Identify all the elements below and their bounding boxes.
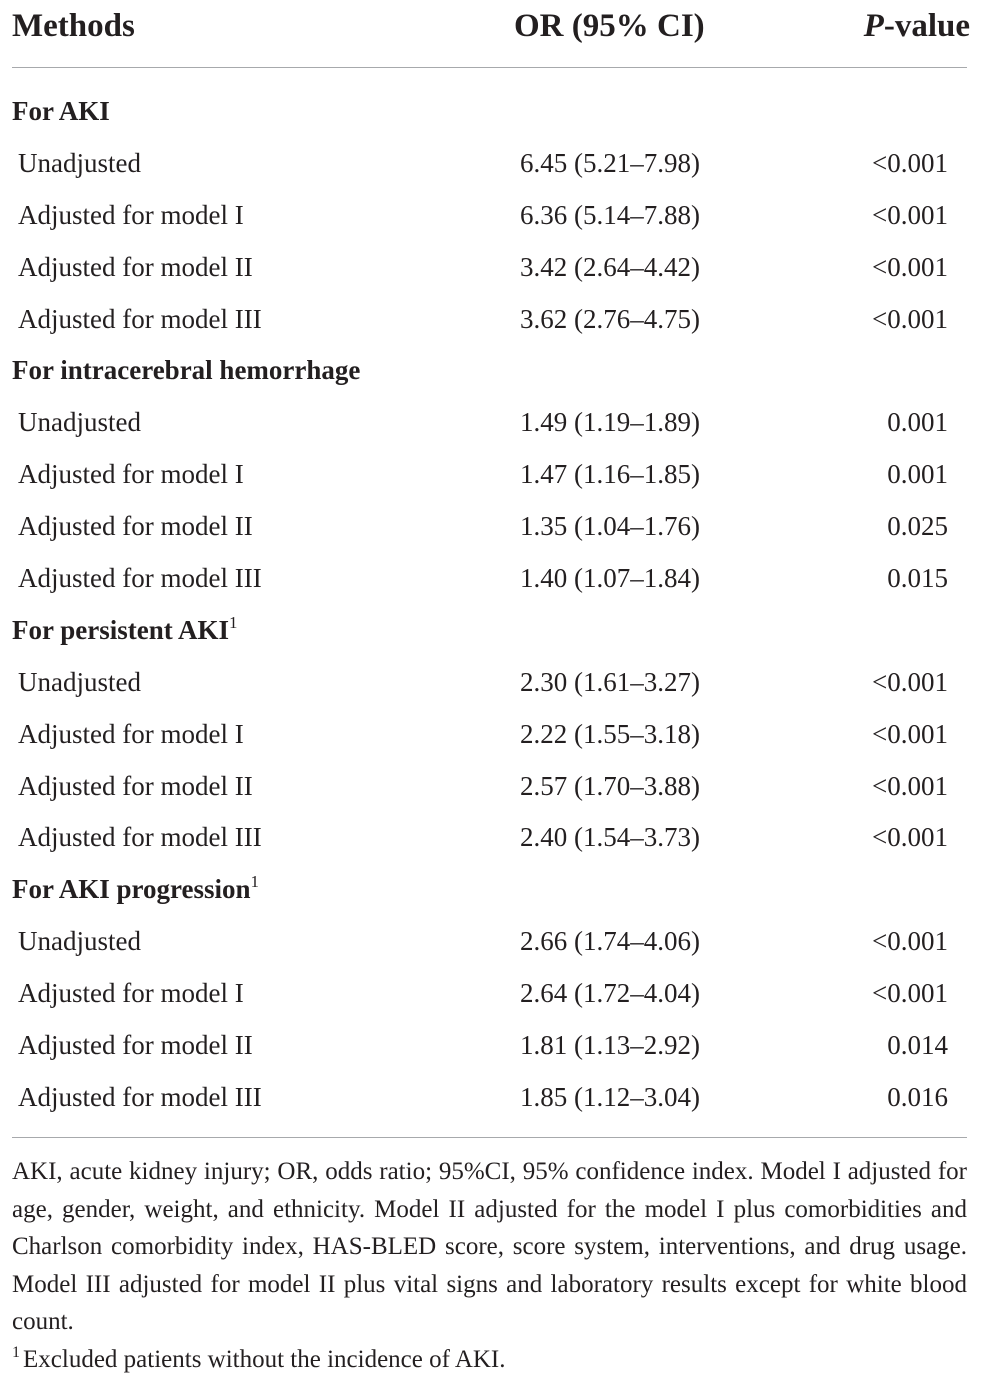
table-row: Adjusted for model II 1.81 (1.13–2.92) 0.0… [0,1020,982,1072]
or-ci-cell: 2.30 (1.61–3.27) [520,666,700,697]
section-title-text: For intracerebral hemorrhage [12,355,361,386]
table-row: Adjusted for model II 1.35 (1.04–1.76) 0.0… [0,501,982,553]
footnote-marker: 1 [12,1344,20,1361]
or-ci-cell: 2.64 (1.72–4.04) [520,978,700,1009]
or-ci-cell: 1.40 (1.07–1.84) [520,563,700,594]
method-cell: Adjusted for model I [18,718,244,749]
section-header-row: For persistent AKI1 [0,605,982,657]
table-row: Adjusted for model III 2.40 (1.54–3.73) <0… [0,812,982,864]
table-header-or-ci: OR (95% CI) [514,8,705,44]
p-value-cell: <0.001 [872,718,948,749]
p-value-cell: 0.001 [887,407,948,438]
table-header-p-value: P-value [864,4,970,48]
p-value-cell: <0.001 [872,303,948,334]
or-ci-cell: 1.85 (1.12–3.04) [520,1081,700,1112]
or-ci-cell: 1.49 (1.19–1.89) [520,407,700,438]
method-cell: Adjusted for model II [18,511,253,542]
or-ci-cell: 2.57 (1.70–3.88) [520,770,700,801]
or-ci-cell: 1.35 (1.04–1.76) [520,511,700,542]
or-ci-cell: 2.40 (1.54–3.73) [520,822,700,853]
section-title-text: For persistent AKI [12,614,229,645]
table-row: Adjusted for model I 2.64 (1.72–4.04) <0.0… [0,968,982,1020]
section-title: For AKI progression1 [12,864,259,916]
p-value-cell: 0.001 [887,459,948,490]
section-title: For persistent AKI1 [12,605,238,657]
p-value-cell: <0.001 [872,978,948,1009]
table-row: Unadjusted 1.49 (1.19–1.89) 0.001 [0,397,982,449]
table-header-methods: Methods [12,8,135,44]
p-value-cell: <0.001 [872,199,948,230]
section-header-row: For intracerebral hemorrhage [0,345,982,397]
section-footnote-marker: 1 [229,612,238,632]
table-row: Adjusted for model I 2.22 (1.55–3.18) <0.0… [0,709,982,761]
method-cell: Adjusted for model III [18,1081,262,1112]
p-value-cell: <0.001 [872,926,948,957]
method-cell: Unadjusted [18,666,141,697]
method-cell: Adjusted for model I [18,199,244,230]
p-value-cell: 0.025 [887,511,948,542]
p-value-cell: 0.014 [887,1030,948,1061]
method-cell: Adjusted for model II [18,1030,253,1061]
method-cell: Adjusted for model III [18,303,262,334]
or-ci-cell: 3.42 (2.64–4.42) [520,251,700,282]
table-footnote-abbreviations: AKI, acute kidney injury; OR, odds ratio… [12,1158,967,1335]
section-title-text: For AKI [12,96,110,126]
footnote-text: Excluded patients without the incidence … [23,1346,506,1373]
table-row: Unadjusted 2.66 (1.74–4.06) <0.001 [0,916,982,968]
table-row: Unadjusted 2.30 (1.61–3.27) <0.001 [0,657,982,709]
table-footnote-1: 1 Excluded patients without the incidence… [12,1341,967,1379]
p-value-cell: <0.001 [872,666,948,697]
method-cell: Adjusted for model III [18,563,262,594]
or-ci-cell: 1.81 (1.13–2.92) [520,1030,700,1061]
p-value-cell: <0.001 [872,822,948,853]
or-ci-cell: 2.22 (1.55–3.18) [520,718,700,749]
p-value-cell: <0.001 [872,251,948,282]
table-row: Unadjusted 6.45 (5.21–7.98) <0.001 [0,138,982,190]
method-cell: Unadjusted [18,407,141,438]
or-ci-cell: 3.62 (2.76–4.75) [520,303,700,334]
footer-rule [12,1137,967,1138]
table-row: Adjusted for model I 1.47 (1.16–1.85) 0.00… [0,449,982,501]
method-cell: Adjusted for model II [18,770,253,801]
method-cell: Adjusted for model II [18,251,253,282]
section-title: For AKI [12,86,110,138]
table-row: Adjusted for model III 1.85 (1.12–3.04) 0.… [0,1072,982,1124]
table-row: Adjusted for model II 3.42 (2.64–4.42) <0.… [0,242,982,294]
section-header-row: For AKI [0,86,982,138]
section-header-row: For AKI progression1 [0,864,982,916]
p-value-cell: <0.001 [872,147,948,178]
or-ci-cell: 1.47 (1.16–1.85) [520,459,700,490]
p-value-rest: -value [883,8,970,44]
or-ci-cell: 6.36 (5.14–7.88) [520,199,700,230]
method-cell: Adjusted for model III [18,822,262,853]
table-row: Adjusted for model I 6.36 (5.14–7.88) <0.0… [0,190,982,242]
p-value-cell: 0.015 [887,563,948,594]
p-value-cell: <0.001 [872,770,948,801]
p-value-italic: P [863,8,884,44]
p-value-cell: 0.016 [887,1081,948,1112]
method-cell: Adjusted for model I [18,459,244,490]
method-cell: Unadjusted [18,147,141,178]
or-ci-cell: 2.66 (1.74–4.06) [520,926,700,957]
method-cell: Adjusted for model I [18,978,244,1009]
table-row: Adjusted for model III 3.62 (2.76–4.75) <0… [0,294,982,346]
section-title-text: For AKI progression [12,874,251,905]
table-row: Adjusted for model II 2.57 (1.70–3.88) <0.… [0,761,982,813]
or-ci-cell: 6.45 (5.21–7.98) [520,147,700,178]
table-body: For AKI Unadjusted 6.45 (5.21–7.98) <0.001 A… [0,86,982,1124]
method-cell: Unadjusted [18,926,141,957]
section-footnote-marker: 1 [250,872,260,892]
header-rule [12,67,967,68]
table-row: Adjusted for model III 1.40 (1.07–1.84) 0.… [0,553,982,605]
section-title: For intracerebral hemorrhage [12,345,360,397]
